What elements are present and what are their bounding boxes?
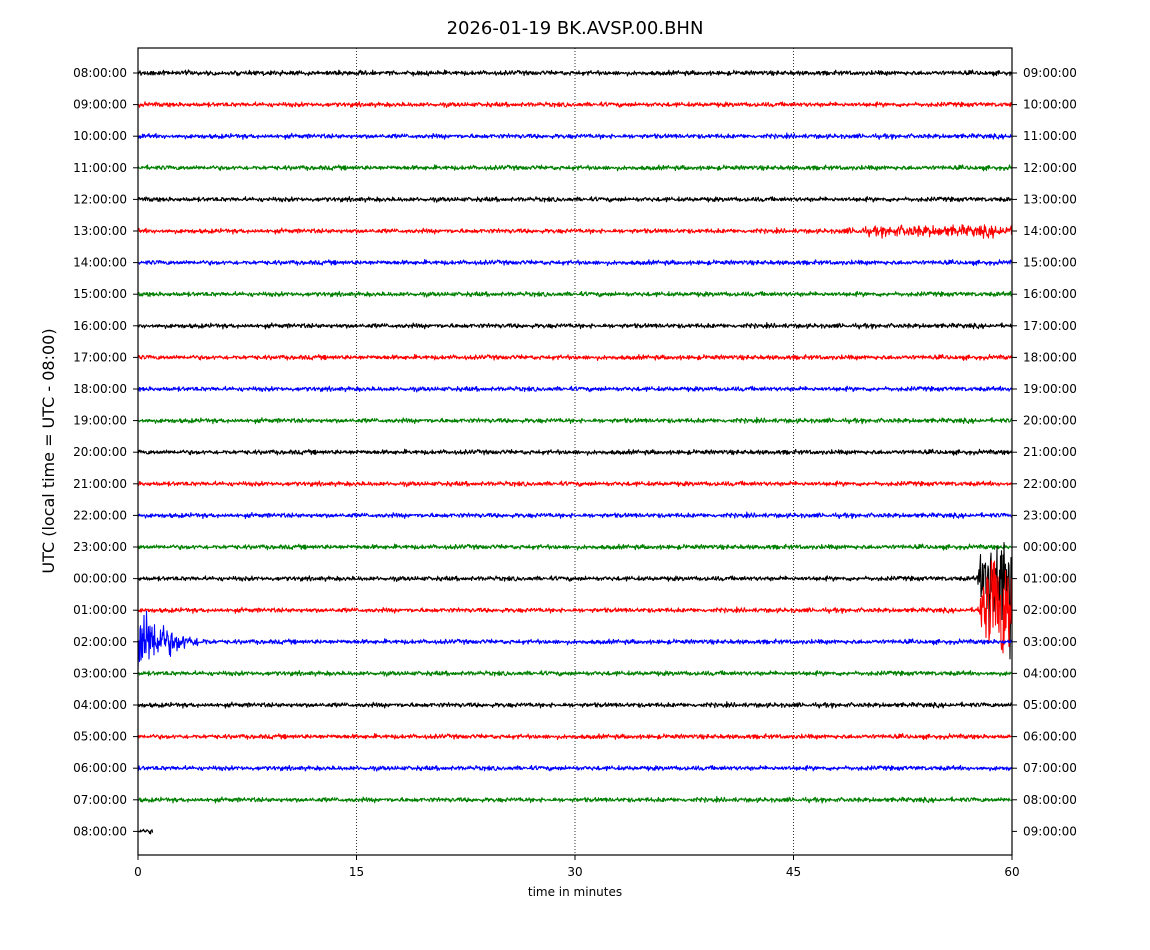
trace-line (138, 610, 1012, 670)
y-tick-label: 22:00:00 (73, 508, 127, 522)
y-tick-label: 17:00:00 (73, 350, 127, 364)
trace-line (138, 560, 1012, 654)
trace-line (138, 795, 1012, 804)
y-tick-label: 08:00:00 (73, 66, 127, 80)
y-tick-label: 19:00:00 (73, 414, 127, 428)
y2-tick-label: 20:00:00 (1023, 414, 1077, 428)
x-tick-label: 45 (786, 865, 801, 879)
trace-line (138, 321, 1012, 330)
y2-tick-label: 04:00:00 (1023, 666, 1077, 680)
trace-line (138, 132, 1012, 140)
y-tick-label: 02:00:00 (73, 635, 127, 649)
trace-line (138, 701, 1012, 709)
trace-line (138, 164, 1012, 172)
y2-tick-label: 10:00:00 (1023, 98, 1077, 112)
right-axis: 09:00:00 10:00:00 11:00:00 12:00:00 13:00:00… (1012, 66, 1077, 838)
y2-tick-label: 11:00:00 (1023, 129, 1077, 143)
y-tick-label: 05:00:00 (73, 730, 127, 744)
trace-line (138, 543, 1012, 551)
y-tick-label: 10:00:00 (73, 129, 127, 143)
trace-line (138, 69, 1012, 77)
trace-line (138, 223, 1012, 239)
trace-line (138, 448, 1012, 456)
y2-tick-label: 08:00:00 (1023, 793, 1077, 807)
y2-tick-label: 16:00:00 (1023, 287, 1077, 301)
y-tick-label: 06:00:00 (73, 761, 127, 775)
y-tick-label: 01:00:00 (73, 603, 127, 617)
trace-line (138, 101, 1012, 109)
y-tick-label: 08:00:00 (73, 824, 127, 838)
trace-line (138, 353, 1012, 361)
traces (138, 69, 1012, 835)
y2-tick-label: 21:00:00 (1023, 445, 1077, 459)
y-tick-label: 23:00:00 (73, 540, 127, 554)
trace-line (138, 480, 1012, 488)
y2-tick-label: 01:00:00 (1023, 572, 1077, 586)
y-tick-label: 15:00:00 (73, 287, 127, 301)
y2-tick-label: 15:00:00 (1023, 256, 1077, 270)
y2-tick-label: 09:00:00 (1023, 66, 1077, 80)
y2-tick-label: 03:00:00 (1023, 635, 1077, 649)
y-tick-label: 21:00:00 (73, 477, 127, 491)
x-axis: 0 15 30 45 60 (134, 855, 1020, 879)
y-tick-label: 13:00:00 (73, 224, 127, 238)
trace-line (138, 385, 1012, 393)
x-tick-label: 15 (349, 865, 364, 879)
y2-tick-label: 02:00:00 (1023, 603, 1077, 617)
x-tick-label: 30 (567, 865, 582, 879)
trace-line (138, 542, 1012, 660)
trace-line (138, 828, 154, 835)
grid-lines (356, 48, 794, 855)
y-tick-label: 03:00:00 (73, 666, 127, 680)
trace-line (138, 196, 1012, 203)
y2-tick-label: 00:00:00 (1023, 540, 1077, 554)
y2-tick-label: 23:00:00 (1023, 508, 1077, 522)
y2-tick-label: 05:00:00 (1023, 698, 1077, 712)
x-tick-label: 0 (134, 865, 142, 879)
y-tick-label: 18:00:00 (73, 382, 127, 396)
x-tick-label: 60 (1004, 865, 1019, 879)
y2-tick-label: 19:00:00 (1023, 382, 1077, 396)
y-tick-label: 20:00:00 (73, 445, 127, 459)
chart-title: 2026-01-19 BK.AVSP.00.BHN (447, 18, 704, 39)
trace-line (138, 670, 1012, 677)
y2-tick-label: 17:00:00 (1023, 319, 1077, 333)
trace-line (138, 764, 1012, 772)
y2-tick-label: 07:00:00 (1023, 761, 1077, 775)
y-tick-label: 04:00:00 (73, 698, 127, 712)
y-axis-label: UTC (local time = UTC - 08:00) (39, 328, 58, 573)
y-tick-label: 09:00:00 (73, 98, 127, 112)
trace-line (138, 259, 1012, 267)
trace-line (138, 511, 1012, 520)
y-tick-label: 12:00:00 (73, 192, 127, 206)
trace-line (138, 290, 1012, 298)
y2-tick-label: 09:00:00 (1023, 824, 1077, 838)
x-axis-label: time in minutes (528, 885, 622, 899)
y-tick-label: 00:00:00 (73, 572, 127, 586)
y2-tick-label: 22:00:00 (1023, 477, 1077, 491)
trace-line (138, 416, 1012, 425)
y2-tick-label: 06:00:00 (1023, 730, 1077, 744)
trace-line (138, 733, 1012, 741)
y-tick-label: 07:00:00 (73, 793, 127, 807)
y2-tick-label: 13:00:00 (1023, 192, 1077, 206)
y2-tick-label: 14:00:00 (1023, 224, 1077, 238)
y2-tick-label: 12:00:00 (1023, 161, 1077, 175)
y2-tick-label: 18:00:00 (1023, 350, 1077, 364)
y-tick-label: 11:00:00 (73, 161, 127, 175)
y-tick-label: 16:00:00 (73, 319, 127, 333)
left-axis: 08:00:00 09:00:00 10:00:00 11:00:00 12:00:00… (73, 66, 138, 838)
y-tick-label: 14:00:00 (73, 256, 127, 270)
